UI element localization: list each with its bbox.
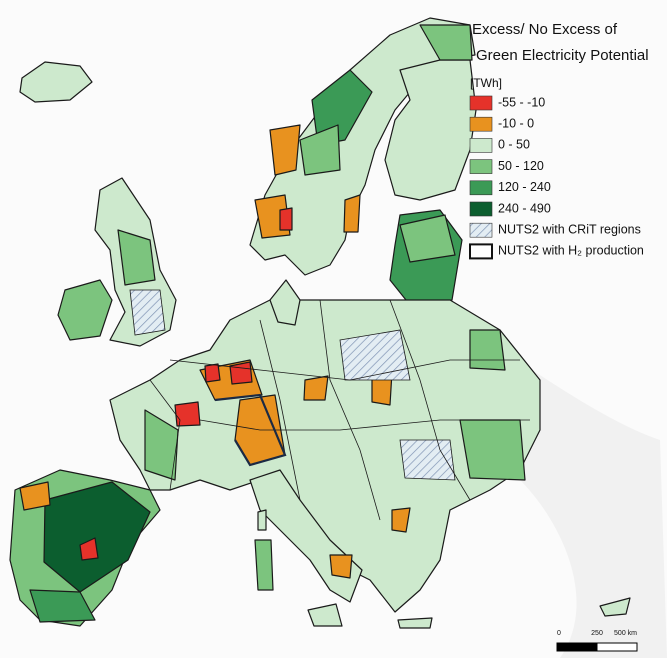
region-border bbox=[169, 359, 520, 381]
region-border bbox=[149, 379, 181, 491]
corsica bbox=[257, 509, 267, 531]
cyprus bbox=[599, 597, 631, 617]
region bbox=[144, 409, 179, 481]
region bbox=[329, 554, 353, 579]
region bbox=[229, 361, 253, 385]
iceland bbox=[19, 61, 93, 103]
region bbox=[391, 507, 411, 533]
scale-segment bbox=[556, 642, 598, 652]
legend-swatch bbox=[469, 180, 493, 196]
scale-label: 0 bbox=[557, 630, 561, 637]
region bbox=[269, 124, 301, 176]
region-border bbox=[319, 299, 381, 521]
legend-label: 0 - 50 bbox=[498, 138, 530, 152]
crit-region bbox=[129, 289, 166, 336]
crit-region bbox=[399, 439, 456, 481]
crete bbox=[397, 617, 433, 629]
region bbox=[19, 481, 51, 511]
legend-swatch bbox=[469, 201, 493, 217]
region bbox=[419, 24, 473, 61]
legend-title: Green Electricity Potential bbox=[476, 47, 649, 64]
region bbox=[279, 207, 293, 231]
region-border bbox=[389, 299, 471, 501]
region bbox=[43, 481, 151, 593]
legend-title: Excess/ No Excess of bbox=[472, 21, 618, 38]
legend-label: 50 - 120 bbox=[498, 159, 544, 173]
crit-region bbox=[339, 329, 411, 381]
region bbox=[29, 589, 96, 623]
scale-label: 500 km bbox=[614, 630, 637, 637]
region bbox=[204, 363, 221, 383]
legend-swatch bbox=[469, 159, 493, 174]
region bbox=[79, 537, 99, 561]
legend-swatch bbox=[469, 243, 493, 260]
region bbox=[399, 214, 456, 263]
region bbox=[459, 419, 526, 481]
region bbox=[343, 194, 361, 233]
legend-swatch bbox=[469, 138, 493, 153]
legend-swatch bbox=[469, 222, 493, 238]
legend-label: NUTS2 with CRiT regions bbox=[498, 222, 641, 236]
legend-items: -55 - -10 -10 - 0 0 - 50 50 - 120 120 - 240 2… bbox=[469, 95, 644, 260]
legend-label: 120 - 240 bbox=[498, 180, 551, 194]
region bbox=[469, 329, 506, 371]
sicily bbox=[307, 603, 343, 627]
legend-label: NUTS2 with H₂ production bbox=[498, 244, 644, 258]
legend-label: -55 - -10 bbox=[498, 95, 545, 109]
ireland bbox=[57, 279, 113, 341]
legend-label: 240 - 490 bbox=[498, 201, 551, 215]
region bbox=[117, 229, 156, 286]
region-border bbox=[259, 319, 301, 501]
region bbox=[174, 401, 201, 427]
legend-label: -10 - 0 bbox=[498, 116, 534, 130]
scale-label: 250 bbox=[591, 630, 603, 637]
denmark bbox=[269, 279, 301, 326]
h2-outline bbox=[214, 393, 287, 467]
legend-swatch bbox=[469, 95, 493, 111]
sardinia bbox=[254, 539, 274, 591]
region-border bbox=[199, 419, 530, 431]
scale-segment bbox=[596, 642, 638, 652]
legend-swatch bbox=[469, 116, 493, 132]
regions bbox=[19, 24, 530, 623]
legend-unit: [TWh] bbox=[470, 76, 502, 90]
region bbox=[299, 124, 341, 176]
region bbox=[303, 375, 329, 401]
scale-bar: 0 250 500 km bbox=[556, 630, 638, 652]
legend: Excess/ No Excess of Green Electricity P… bbox=[469, 21, 649, 260]
